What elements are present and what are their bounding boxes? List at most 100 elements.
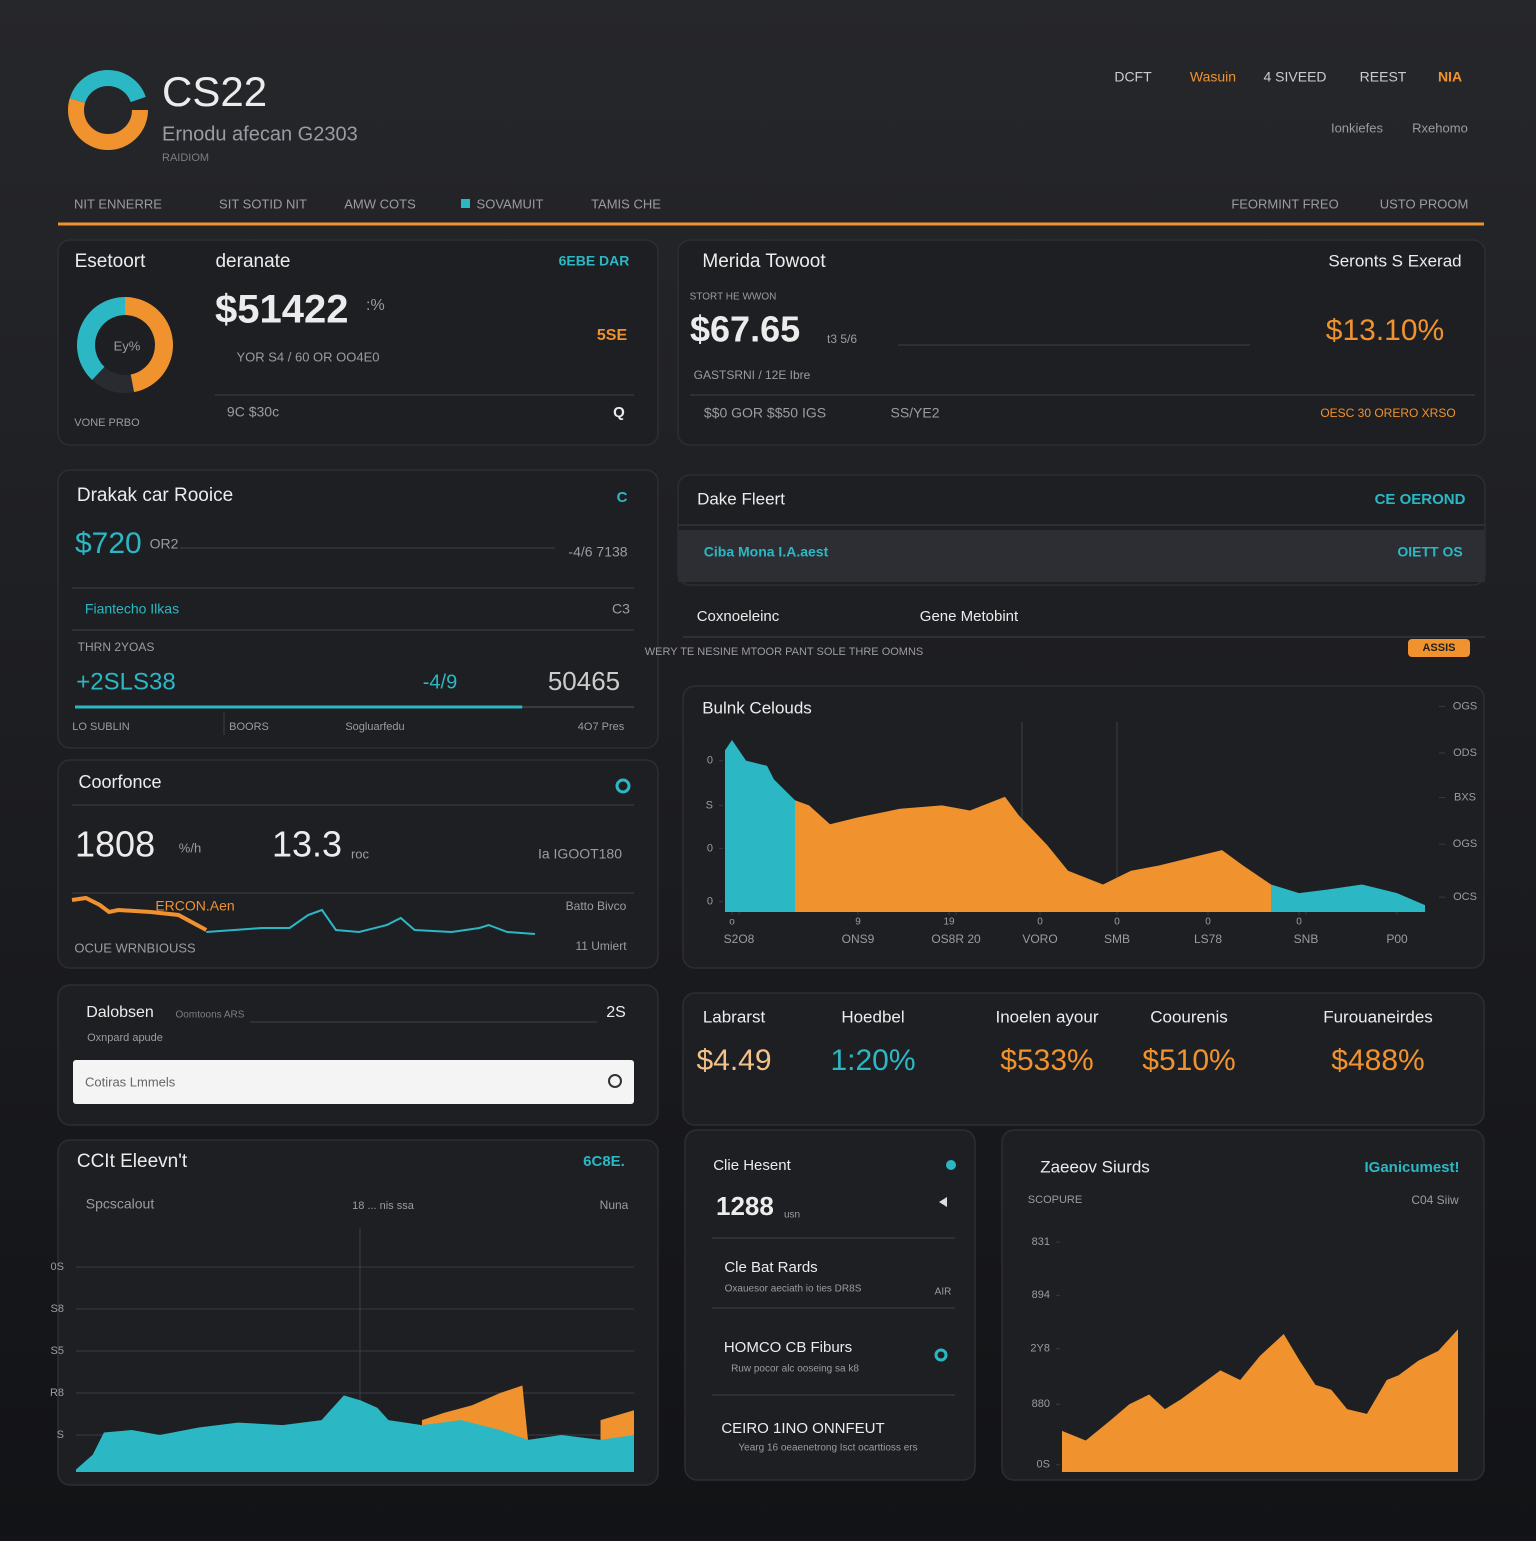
column-title: Gene Metobint <box>920 608 1019 625</box>
tab-indicator <box>461 199 470 208</box>
panel-title: Seronts S Exerad <box>1328 251 1461 270</box>
footer: 11 Umiert <box>575 939 627 953</box>
note: YOR S4 / 60 OR OO4E0 <box>236 349 379 364</box>
hint: Oxnpard apude <box>87 1032 163 1044</box>
y2-tick-label: OGS <box>1453 700 1477 712</box>
donut-slice <box>125 297 174 393</box>
button-label[interactable]: ASSIS <box>1422 642 1455 654</box>
trend-label: ERCON.Aen <box>155 898 234 914</box>
tag: 6C8E. <box>583 1153 625 1170</box>
y-tick-label: 0S <box>1037 1459 1050 1471</box>
chart-title: CCIt Eleevn't <box>77 1151 188 1172</box>
x-tick-label: 0 <box>1296 917 1302 928</box>
y2-tick-label: OCS <box>1453 891 1477 903</box>
panel-title: Merida Towoot <box>702 251 826 272</box>
tab[interactable]: SOVAMUIT <box>477 196 544 211</box>
tab[interactable]: NIT ENNERRE <box>74 196 162 211</box>
subtitle: Ernodu afecan G2303 <box>162 123 358 145</box>
panel-title: Drakak car Rooice <box>77 485 233 506</box>
change: -4/9 <box>423 671 457 693</box>
chart-title: Bulnk Celouds <box>702 698 812 717</box>
chart-title: Zaeeov Siurds <box>1040 1157 1150 1176</box>
item-detail: Oxauesor aeciath io ties DR8S <box>725 1284 862 1295</box>
metric-label: Furouaneirdes <box>1323 1007 1433 1026</box>
note: C04 Siiw <box>1411 1193 1459 1207</box>
y-tick-label: R8 <box>50 1387 64 1399</box>
section-title: Fiantecho Ilkas <box>85 601 179 617</box>
metric-value: $510% <box>1142 1044 1235 1077</box>
button[interactable] <box>1408 639 1470 657</box>
note: t3 5/6 <box>827 332 857 346</box>
action[interactable]: CE OEROND <box>1375 491 1466 508</box>
icon: Q <box>613 404 625 421</box>
placeholder[interactable]: Cotiras Lmmels <box>85 1074 176 1089</box>
nav-item[interactable]: REEST <box>1360 69 1407 85</box>
caption: VONE PRBO <box>74 417 140 429</box>
progress-bar <box>75 705 523 709</box>
nav-item[interactable]: 4 SIVEED <box>1263 69 1326 85</box>
tab[interactable]: SIT SOTID NIT <box>219 196 307 211</box>
tag: IGanicumest! <box>1364 1159 1459 1176</box>
x-tick-label: 0 <box>1205 917 1211 928</box>
y-tick-label: S <box>57 1429 64 1441</box>
note: Ia IGOOT180 <box>538 846 622 862</box>
chart-subtitle: SCOPURE <box>1028 1194 1082 1206</box>
amount: $67.65 <box>690 309 800 350</box>
panel-subtitle: deranate <box>215 251 290 272</box>
tab[interactable]: TAMIS CHE <box>591 196 661 211</box>
amount: $720 <box>75 527 142 560</box>
metric-label: Hoedbel <box>841 1007 904 1026</box>
nav-item[interactable]: NIA <box>1438 69 1462 85</box>
metric-value: 1:20% <box>830 1044 915 1077</box>
nav-item[interactable]: Wasuin <box>1190 69 1236 85</box>
footer: BOORS <box>229 721 269 733</box>
subnav-item[interactable]: Rxehomo <box>1412 120 1468 135</box>
note: GASTSRNI / 12E Ibre <box>694 368 811 382</box>
x-tick-label: o <box>729 917 735 928</box>
area <box>1271 884 1425 912</box>
metric-label: Inoelen ayour <box>995 1007 1098 1026</box>
tab[interactable]: FEORMINT FREO <box>1231 196 1338 211</box>
metric-label: Labrarst <box>703 1007 766 1026</box>
total: +2SLS38 <box>76 668 175 695</box>
x-tick-label: ONS9 <box>842 932 875 946</box>
search-input[interactable] <box>73 1060 634 1104</box>
y-tick-label: S8 <box>51 1303 64 1315</box>
y-tick-label: 0 <box>707 896 713 908</box>
item-detail: Ruw pocor alc ooseing sa k8 <box>731 1364 859 1375</box>
x-tick-label: P00 <box>1386 932 1408 946</box>
metric-label: Coourenis <box>1150 1007 1228 1026</box>
x-tick-label: 0 <box>1037 917 1043 928</box>
unit: %/h <box>179 840 201 855</box>
panel-title: Dake Fleert <box>697 489 785 508</box>
kicker: STORT HE WWON <box>690 292 777 303</box>
search-icon[interactable] <box>608 1074 622 1088</box>
badge: 5SE <box>597 327 628 344</box>
y2-tick-label: OGS <box>1453 838 1477 850</box>
arrow-icon <box>939 1197 947 1207</box>
x-tick-label: LS78 <box>1194 932 1222 946</box>
y-tick-label: S <box>706 799 713 811</box>
panel-title: Dalobsen <box>86 1004 154 1021</box>
item-title: HOMCO CB Fiburs <box>724 1339 852 1356</box>
note: 18 ... nis ssa <box>352 1200 415 1212</box>
subnav-item[interactable]: Ionkiefes <box>1331 120 1384 135</box>
tab[interactable]: AMW COTS <box>344 196 416 211</box>
panel-title: Clie Hesent <box>713 1157 791 1174</box>
tagline: RAIDIOM <box>162 152 209 164</box>
x-tick-label: 19 <box>943 917 955 928</box>
y-tick-label: 2Y8 <box>1030 1342 1050 1354</box>
icon: C <box>617 489 628 506</box>
nav-item[interactable]: DCFT <box>1114 69 1152 85</box>
value: 13.3 <box>272 824 342 865</box>
y-tick-label: 0S <box>51 1261 64 1273</box>
area <box>795 796 1271 912</box>
logo-text: CS22 <box>162 68 267 115</box>
tab[interactable]: USTO PROOM <box>1380 196 1469 211</box>
panel-title: Coorfonce <box>78 772 161 792</box>
note: OR2 <box>150 536 179 552</box>
y-tick-label: 894 <box>1032 1289 1050 1301</box>
area <box>76 1395 634 1472</box>
donut-slice <box>76 297 125 380</box>
